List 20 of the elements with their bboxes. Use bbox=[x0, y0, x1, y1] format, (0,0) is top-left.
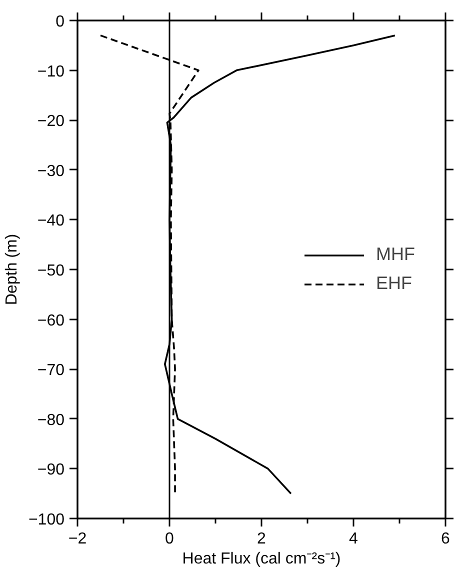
y-tick-label: −20 bbox=[37, 113, 65, 130]
y-axis-title: Depth (m) bbox=[3, 234, 20, 306]
legend-label: MHF bbox=[376, 244, 415, 265]
y-tick-label: −80 bbox=[37, 412, 65, 429]
y-tick-label: −50 bbox=[37, 262, 65, 280]
legend-label: EHF bbox=[376, 273, 412, 294]
y-tick-label: −40 bbox=[37, 212, 65, 230]
y-tick-label: 0 bbox=[56, 14, 65, 30]
x-tick-label: 6 bbox=[441, 530, 450, 548]
y-tick-label: −90 bbox=[37, 462, 65, 479]
x-axis-title: Heat Flux (cal cm⁻²s⁻¹) bbox=[182, 550, 341, 568]
y-tick-label: −100 bbox=[28, 512, 65, 528]
x-tick-label: 2 bbox=[257, 530, 266, 548]
y-tick-label: −60 bbox=[37, 312, 65, 330]
y-tick-label: −70 bbox=[37, 362, 65, 380]
y-tick-label: −30 bbox=[37, 162, 65, 180]
x-tick-label: −2 bbox=[68, 530, 87, 548]
x-tick-label: 0 bbox=[165, 530, 174, 548]
x-tick-label: 4 bbox=[349, 530, 358, 548]
y-tick-label: −10 bbox=[37, 63, 65, 80]
